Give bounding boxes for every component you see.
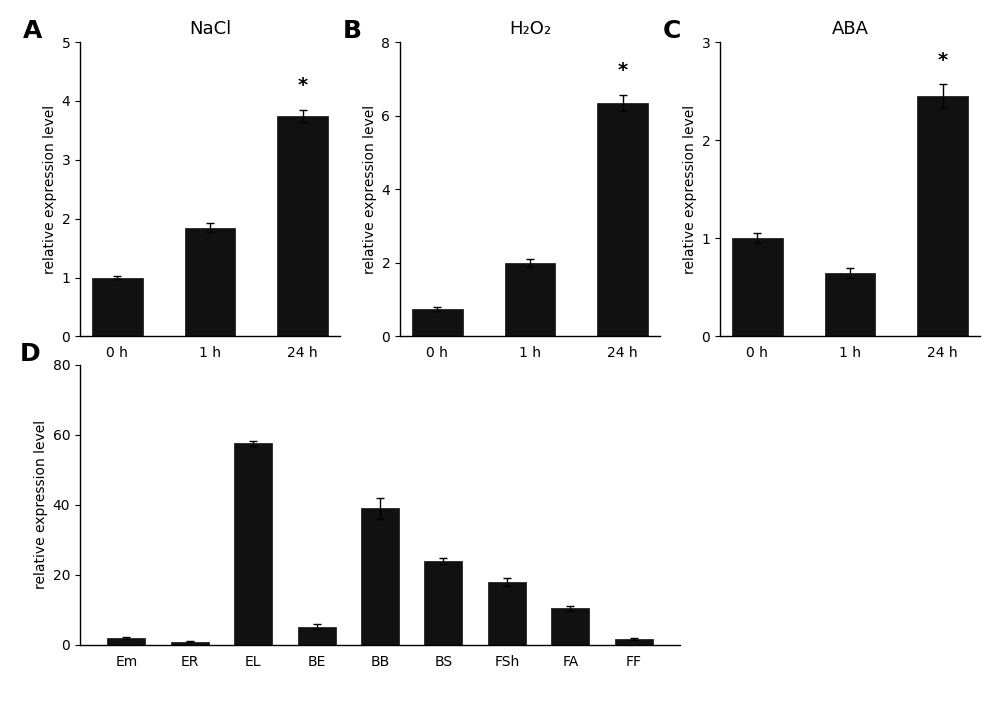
- Title: ABA: ABA: [832, 20, 868, 38]
- Bar: [107, 638, 145, 645]
- Text: C: C: [663, 18, 681, 43]
- Text: D: D: [20, 342, 41, 366]
- Bar: [825, 273, 875, 336]
- Title: NaCl: NaCl: [189, 20, 231, 38]
- Text: *: *: [618, 61, 628, 80]
- Y-axis label: relative expression level: relative expression level: [34, 420, 48, 590]
- Bar: [92, 278, 143, 336]
- Bar: [277, 116, 328, 336]
- Bar: [917, 96, 968, 336]
- Bar: [615, 639, 653, 645]
- Bar: [234, 443, 272, 645]
- Bar: [361, 508, 399, 645]
- Y-axis label: relative expression level: relative expression level: [683, 104, 697, 274]
- Title: H₂O₂: H₂O₂: [509, 20, 551, 38]
- Bar: [597, 103, 648, 336]
- Bar: [185, 228, 235, 336]
- Text: B: B: [343, 18, 362, 43]
- Bar: [505, 263, 555, 336]
- Text: *: *: [298, 76, 308, 95]
- Bar: [171, 642, 209, 645]
- Bar: [298, 627, 336, 645]
- Text: *: *: [938, 50, 948, 69]
- Y-axis label: relative expression level: relative expression level: [43, 104, 57, 274]
- Bar: [551, 608, 589, 645]
- Bar: [412, 309, 463, 336]
- Bar: [732, 238, 783, 336]
- Bar: [424, 561, 462, 645]
- Y-axis label: relative expression level: relative expression level: [363, 104, 377, 274]
- Bar: [488, 582, 526, 645]
- Text: A: A: [23, 18, 42, 43]
